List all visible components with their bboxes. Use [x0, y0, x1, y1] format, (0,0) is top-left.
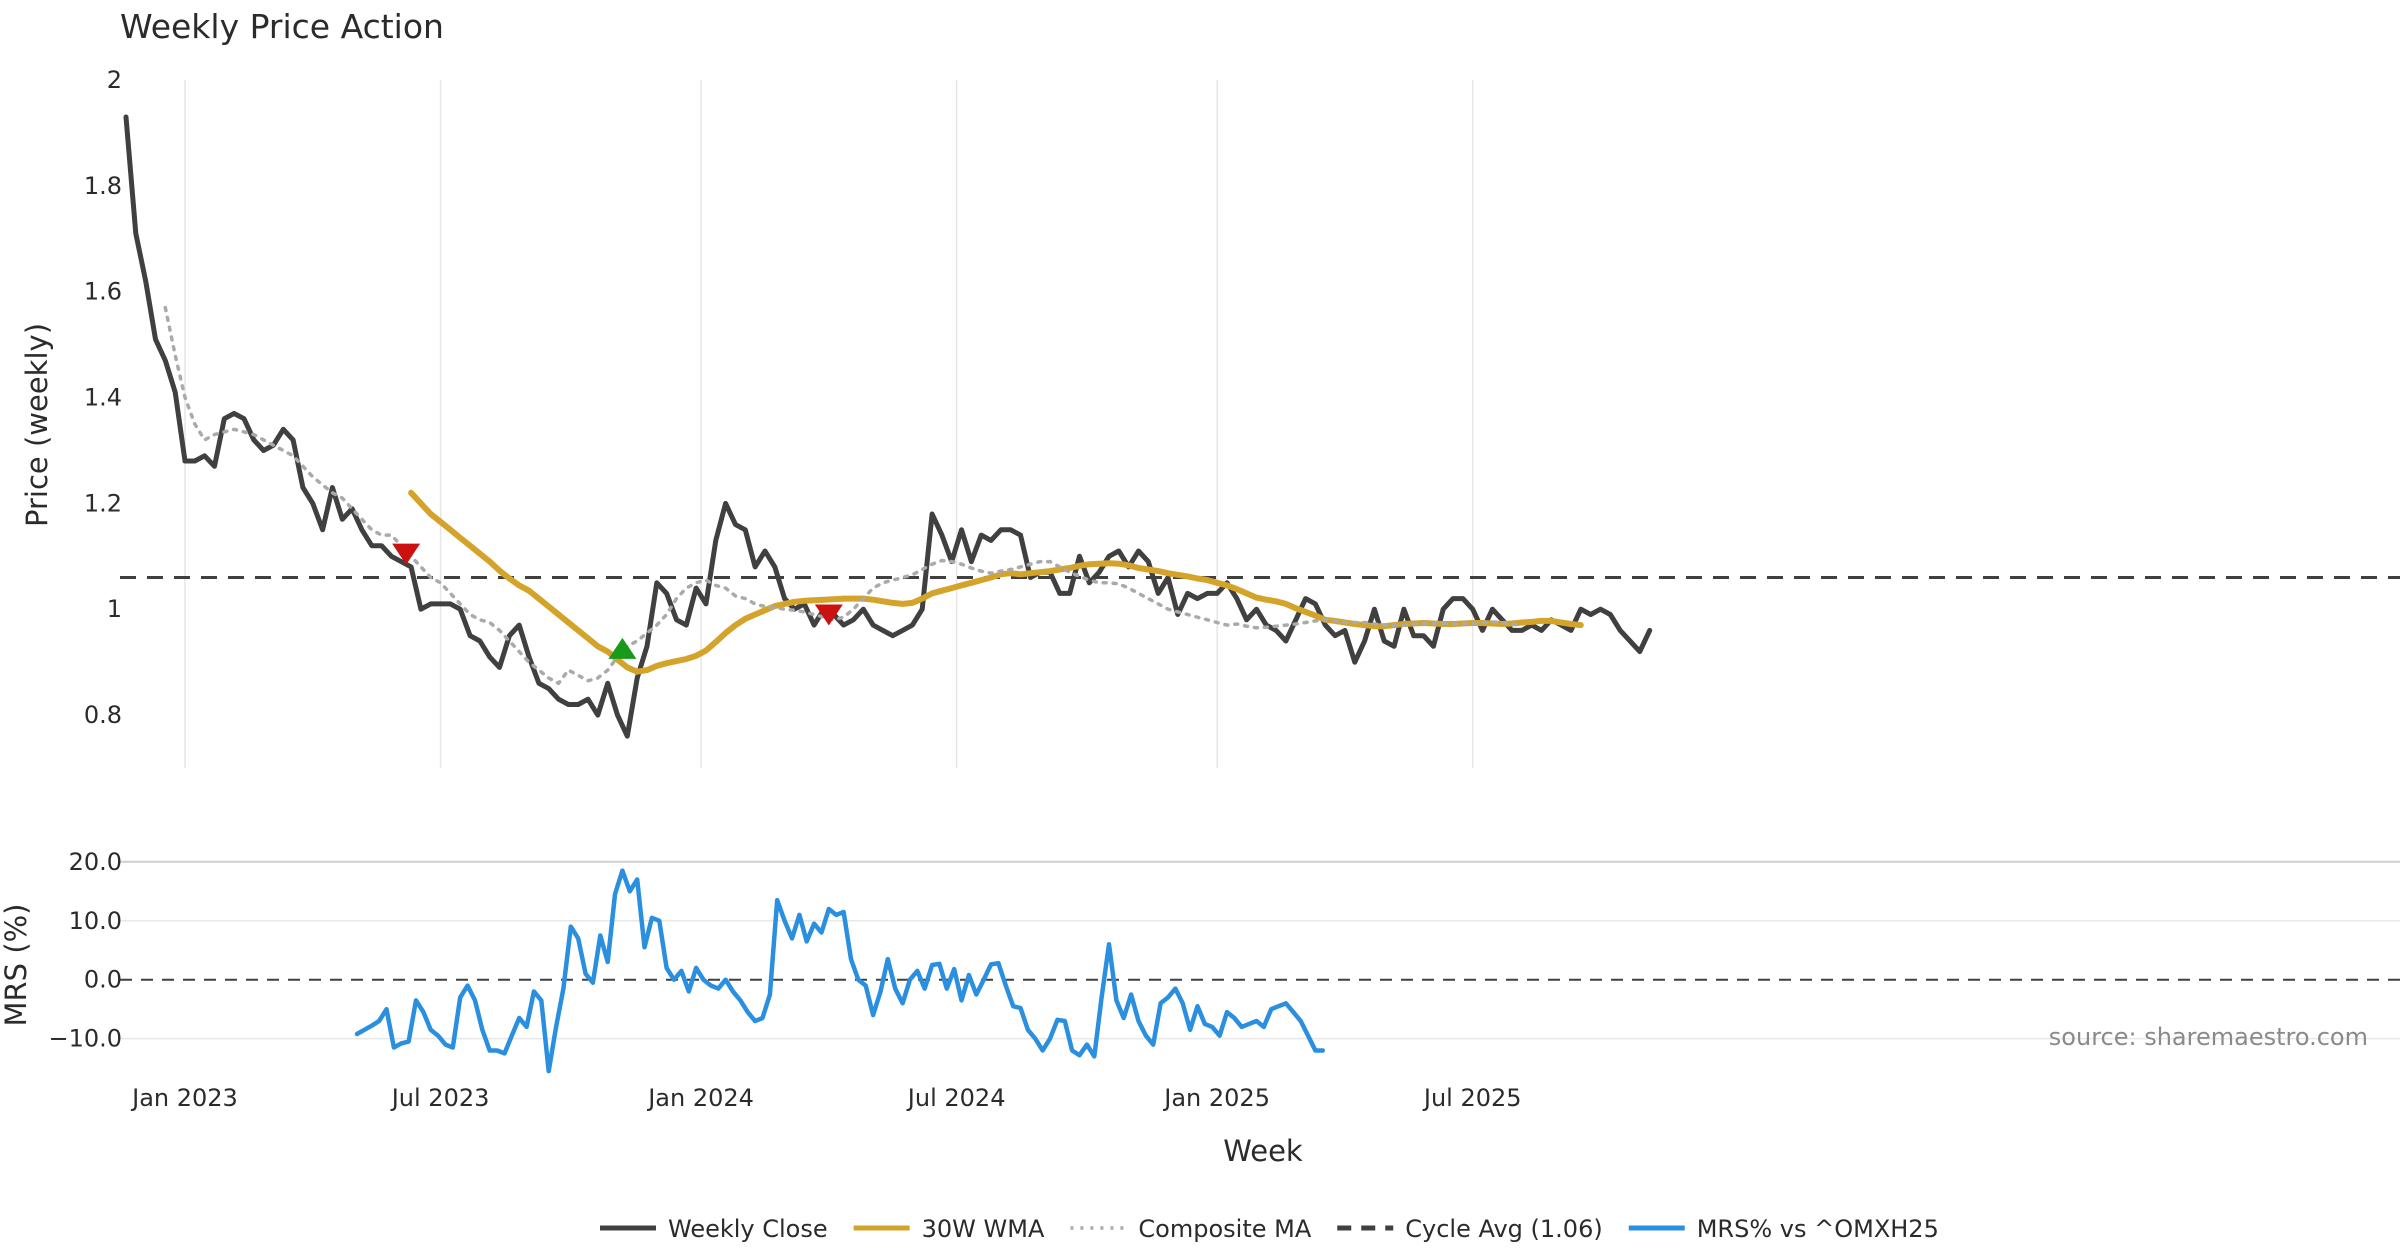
source-note: source: sharemaestro.com: [2049, 1023, 2368, 1051]
x-tick-label: Jul 2025: [1422, 1084, 1522, 1112]
price-y-tick-label: 1.2: [84, 489, 122, 517]
legend-label: Weekly Close: [668, 1215, 828, 1243]
series-weekly-close: [123, 114, 1653, 739]
chart-title: Weekly Price Action: [120, 7, 444, 46]
price-y-tick-label: 1.4: [84, 384, 122, 412]
mrs-y-tick-label: 20.0: [69, 848, 122, 876]
mrs-y-tick-label: 10.0: [69, 907, 122, 935]
legend-item-cycle-avg-1-06: Cycle Avg (1.06): [1337, 1215, 1603, 1243]
series-composite-ma: [163, 305, 1524, 686]
legend-item-weekly-close: Weekly Close: [600, 1215, 828, 1243]
x-axis-label: Week: [1223, 1134, 1303, 1168]
series-30w-wma: [408, 489, 1584, 675]
legend-label: MRS% vs ^OMXH25: [1697, 1215, 1939, 1243]
price-y-tick-label: 1.8: [84, 172, 122, 200]
legend-item-composite-ma: Composite MA: [1070, 1215, 1312, 1243]
mrs-y-axis-label: MRS (%): [0, 904, 33, 1027]
grid-lines: [120, 80, 2400, 1040]
mrs-y-tick-label: 0.0: [84, 966, 122, 994]
price-panel: [120, 114, 2400, 739]
legend-label: Cycle Avg (1.06): [1405, 1215, 1602, 1243]
mrs-panel: [120, 868, 2400, 1074]
price-y-tick-label: 1: [107, 595, 122, 623]
price-y-axis-label: Price (weekly): [20, 323, 54, 527]
sell-signal-marker: [814, 604, 843, 626]
axes: 0.8 1 1.2 1.4 1.6 1.8 2 −10.0 0.0 10.0 20.0 Jan 202…: [48, 66, 1521, 1112]
legend: Weekly Close 30W WMA Composite MA Cycle Avg…: [600, 1215, 1939, 1243]
legend-item-mrs-vs-omxh25: MRS% vs ^OMXH25: [1628, 1215, 1939, 1243]
x-tick-label: Jan 2023: [130, 1084, 238, 1112]
legend-label: Composite MA: [1138, 1215, 1311, 1243]
series-mrs: [354, 868, 1326, 1074]
x-tick-label: Jan 2024: [646, 1084, 754, 1112]
x-tick-label: Jul 2024: [906, 1084, 1006, 1112]
sell-signal-marker: [392, 543, 421, 565]
x-tick-label: Jul 2023: [390, 1084, 490, 1112]
legend-label: 30W WMA: [922, 1215, 1045, 1243]
x-tick-label: Jan 2025: [1162, 1084, 1270, 1112]
mrs-y-tick-label: −10.0: [48, 1025, 122, 1053]
price-y-tick-label: 1.6: [84, 278, 122, 306]
price-y-tick-label: 0.8: [84, 701, 122, 729]
buy-signal-marker: [608, 637, 637, 659]
legend-item-30w-wma: 30W WMA: [853, 1215, 1045, 1243]
price-y-tick-label: 2: [107, 66, 122, 94]
